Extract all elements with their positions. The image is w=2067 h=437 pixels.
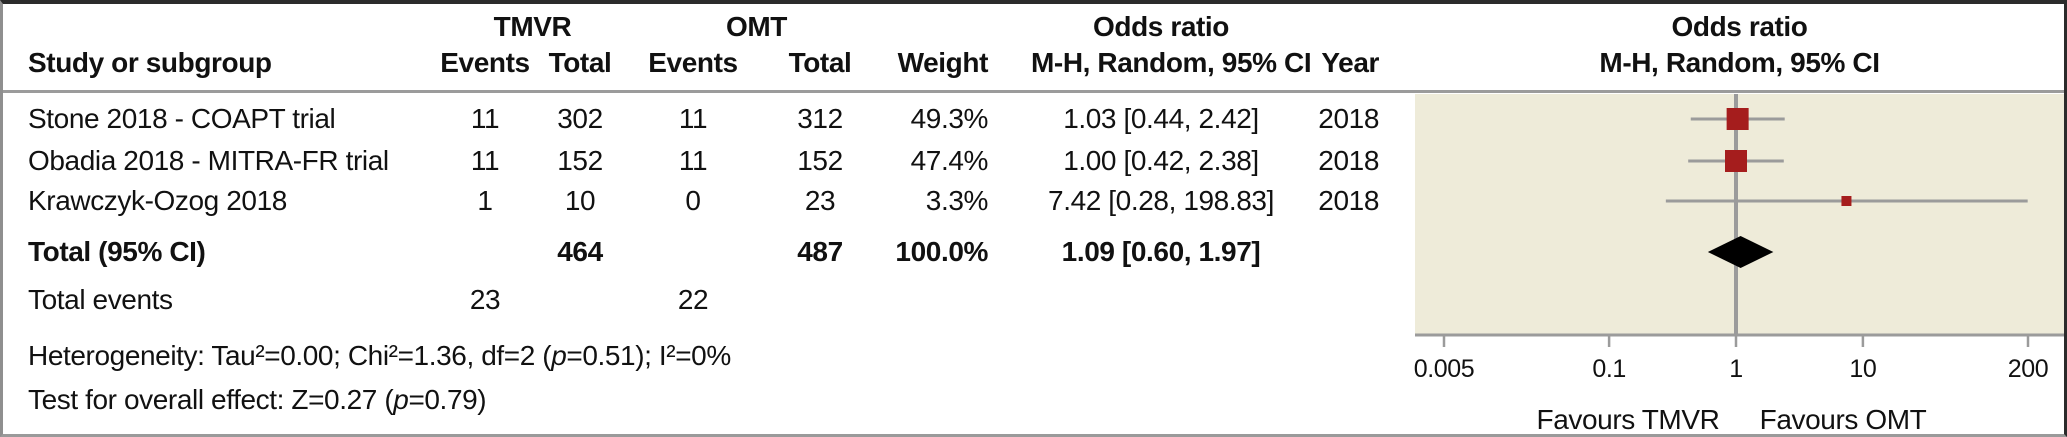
overall-effect-text-pre: Test for overall effect: Z=0.27 ( bbox=[28, 384, 394, 415]
tmvr-total: 10 bbox=[564, 185, 596, 216]
header-odds-ratio-line2: M-H, Random, 95% CI bbox=[1031, 47, 1312, 78]
omt-events: 11 bbox=[678, 145, 708, 176]
tmvr-events: 1 bbox=[477, 185, 493, 216]
heterogeneity-text-post: =0.51); I²=0% bbox=[566, 340, 731, 371]
omt-total: 312 bbox=[797, 103, 843, 134]
header-tmvr-events: Events bbox=[440, 47, 530, 78]
header-year: Year bbox=[1321, 47, 1379, 78]
study-marker bbox=[1725, 150, 1747, 172]
axis-tick-label: 0.1 bbox=[1592, 355, 1626, 383]
weight: 49.3% bbox=[910, 103, 989, 134]
study-name: Stone 2018 - COAPT trial bbox=[28, 103, 336, 134]
header-omt-group: OMT bbox=[725, 11, 787, 42]
or-ci: 1.03 [0.44, 2.42] bbox=[1063, 103, 1259, 134]
weight: 3.3% bbox=[925, 185, 989, 216]
heterogeneity-text-pre: Heterogeneity: Tau²=0.00; Chi²=1.36, df=… bbox=[28, 340, 552, 371]
overall-effect-text-post: =0.79) bbox=[408, 384, 487, 415]
total-omt-total: 487 bbox=[797, 236, 843, 267]
heterogeneity-stats: Heterogeneity: Tau²=0.00; Chi²=1.36, df=… bbox=[28, 339, 1128, 373]
header-separator bbox=[3, 90, 2064, 93]
or-ci: 7.42 [0.28, 198.83] bbox=[1048, 185, 1274, 216]
weight: 47.4% bbox=[910, 145, 989, 176]
header-tmvr-total: Total bbox=[548, 47, 612, 78]
overall-effect-stats: Test for overall effect: Z=0.27 (p=0.79) bbox=[28, 383, 1128, 417]
plot-background bbox=[1415, 94, 2064, 335]
study-marker bbox=[1726, 108, 1749, 130]
favours-left-label: Favours TMVR bbox=[1537, 404, 1720, 435]
header-tmvr-group: TMVR bbox=[493, 11, 572, 42]
plot-title-line1: Odds ratio bbox=[1671, 11, 1808, 42]
study-marker bbox=[1841, 196, 1852, 206]
or-ci: 1.00 [0.42, 2.38] bbox=[1063, 145, 1259, 176]
study-name: Krawczyk-Ozog 2018 bbox=[28, 185, 287, 216]
header-omt-events: Events bbox=[648, 47, 738, 78]
tmvr-events: 11 bbox=[470, 145, 500, 176]
total-weight: 100.0% bbox=[895, 236, 988, 267]
plot-title-line2: M-H, Random, 95% CI bbox=[1599, 47, 1880, 78]
omt-events: 11 bbox=[678, 103, 708, 134]
total-events-tmvr: 23 bbox=[469, 284, 501, 315]
omt-events: 0 bbox=[685, 185, 701, 216]
favours-right-label: Favours OMT bbox=[1760, 404, 1927, 435]
header-odds-ratio-line1: Odds ratio bbox=[1092, 11, 1229, 42]
year: 2018 bbox=[1318, 145, 1379, 176]
year: 2018 bbox=[1318, 103, 1379, 134]
total-events-omt: 22 bbox=[677, 284, 709, 315]
header-omt-total: Total bbox=[788, 47, 852, 78]
omt-total: 152 bbox=[797, 145, 843, 176]
tmvr-events: 11 bbox=[470, 103, 500, 134]
summary-diamond bbox=[1707, 236, 1774, 268]
total-tmvr-total: 464 bbox=[557, 236, 603, 267]
omt-total: 23 bbox=[804, 185, 836, 216]
tmvr-total: 302 bbox=[557, 103, 603, 134]
header-weight: Weight bbox=[897, 47, 989, 78]
axis-tick-label: 200 bbox=[2008, 355, 2049, 383]
heterogeneity-p-symbol: p bbox=[551, 340, 567, 371]
forest-plot-graphic: 0.005 0.1 1 10 200 Favours TMVR Favours OMT bbox=[1414, 94, 2064, 435]
total-label: Total (95% CI) bbox=[28, 236, 206, 267]
year: 2018 bbox=[1318, 185, 1379, 216]
header-study-col: Study or subgroup bbox=[28, 47, 272, 78]
study-name: Obadia 2018 - MITRA-FR trial bbox=[28, 145, 389, 176]
axis-tick-label: 10 bbox=[1849, 355, 1876, 383]
total-events-label: Total events bbox=[28, 284, 173, 315]
axis-tick-label: 1 bbox=[1729, 355, 1743, 383]
tmvr-total: 152 bbox=[557, 145, 603, 176]
overall-effect-p-symbol: p bbox=[393, 384, 409, 415]
axis-tick-label: 0.005 bbox=[1414, 355, 1475, 383]
total-or-ci: 1.09 [0.60, 1.97] bbox=[1061, 236, 1261, 267]
